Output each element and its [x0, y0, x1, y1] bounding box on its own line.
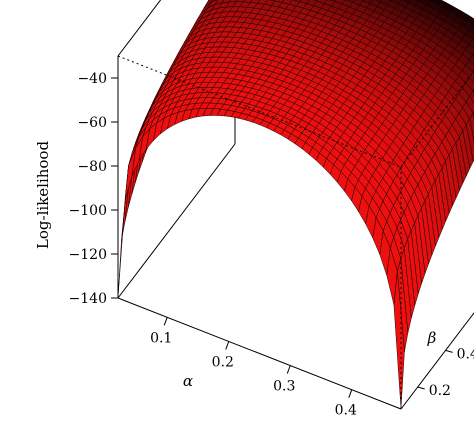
y-tick-label: 0.4: [457, 346, 474, 362]
z-tick-label: −100: [69, 203, 107, 219]
z-tick-label: −60: [77, 115, 107, 131]
y-axis-label: β: [427, 329, 437, 347]
y-tick: [445, 349, 453, 353]
box-edge-front-bottom: [117, 297, 402, 410]
box-edge-left-top: [117, 0, 162, 57]
x-tick: [348, 389, 353, 398]
x-tick-label: 0.1: [150, 330, 172, 346]
x-tick-label: 0.2: [212, 354, 234, 370]
x-tick-label: 0.3: [273, 379, 295, 395]
axis-ticks: −140−120−100−80−60−400.10.20.30.40.20.40…: [69, 71, 474, 419]
box-edge-right-bottom: [400, 312, 474, 410]
z-axis-label: Log-likelihood: [34, 141, 52, 250]
surface-facet: [393, 271, 405, 410]
y-tick: [417, 386, 425, 390]
z-tick-label: −80: [77, 159, 107, 175]
z-tick-label: −120: [69, 247, 107, 263]
surface-facet: [469, 112, 474, 143]
x-tick: [163, 317, 168, 326]
x-tick: [225, 341, 230, 350]
x-tick-label: 0.4: [335, 403, 357, 419]
box-edge-right-top: [400, 70, 474, 168]
z-tick-label: −40: [77, 71, 107, 87]
x-axis-label: α: [183, 372, 193, 390]
box-edge-left-bottom: [117, 143, 236, 299]
plot-box-front: [117, 55, 474, 410]
surface-facet: [469, 90, 474, 104]
likelihood-surface: [117, 0, 474, 410]
box-edge-front-top: [117, 55, 402, 168]
y-tick-label: 0.2: [429, 383, 451, 399]
x-tick: [286, 365, 291, 374]
z-tick-label: −140: [69, 291, 107, 307]
